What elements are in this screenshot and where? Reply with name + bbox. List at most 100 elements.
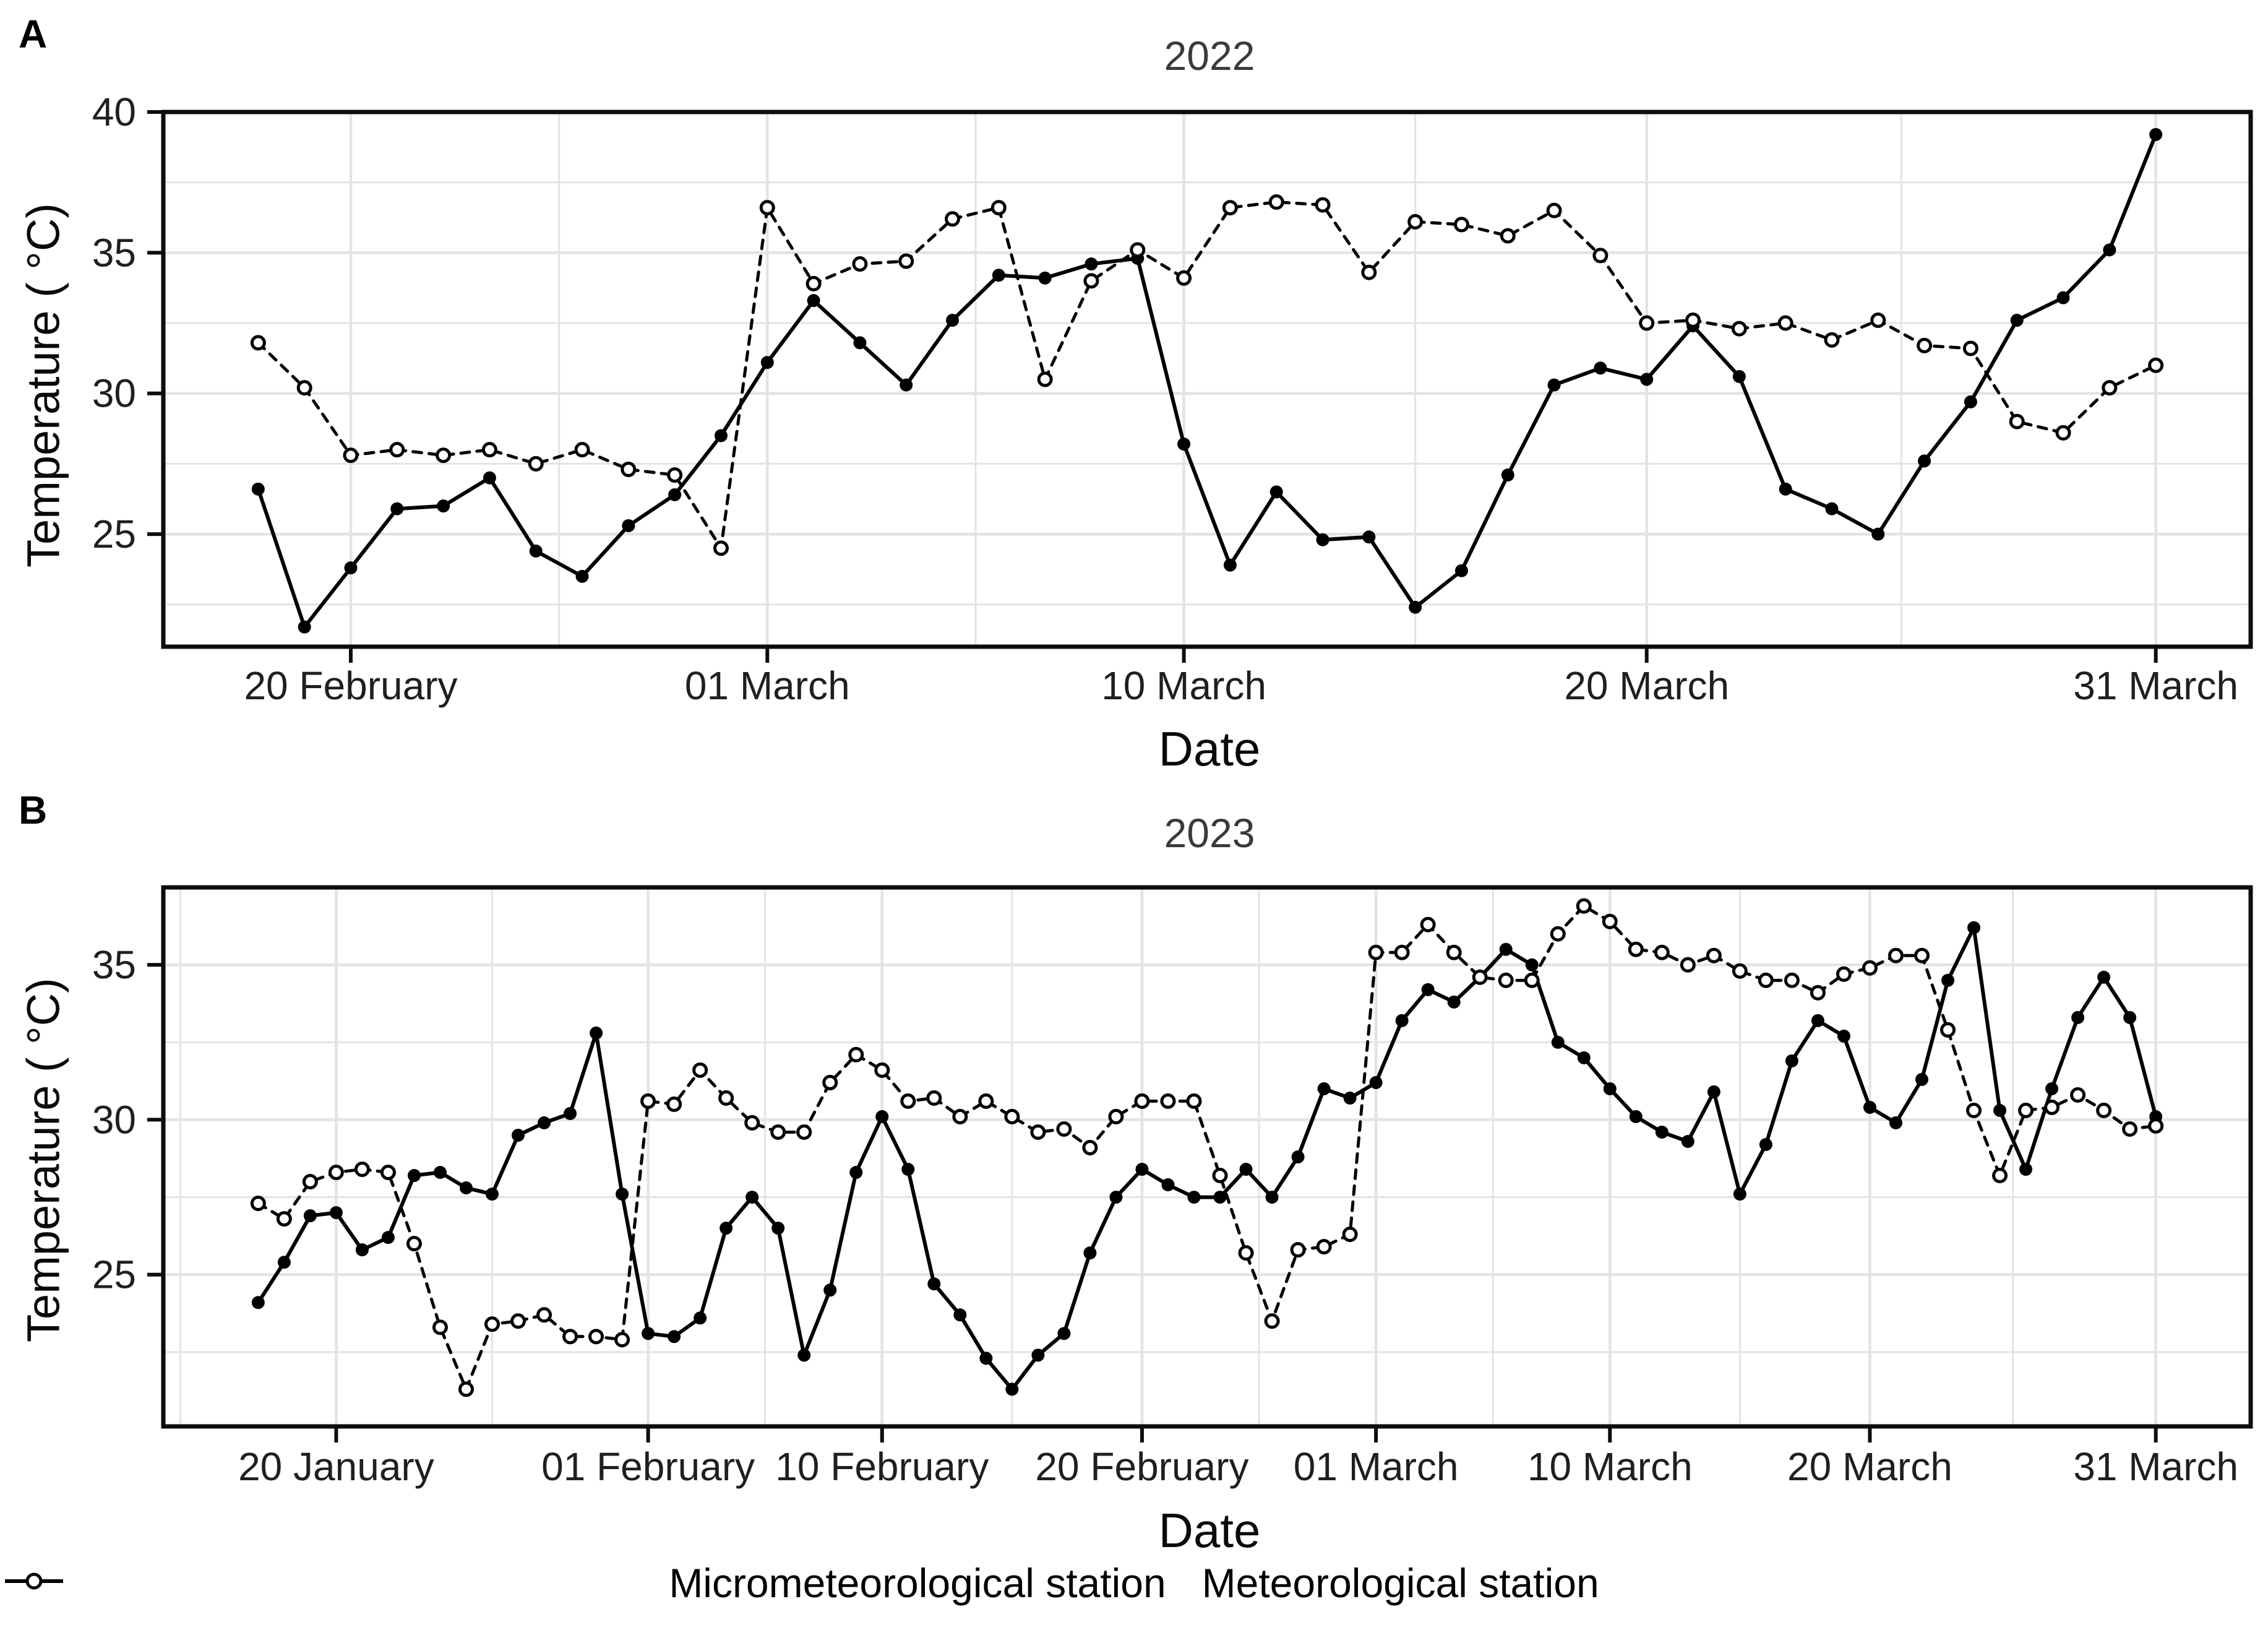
panel-b-frame bbox=[161, 885, 2253, 1429]
panel-b-data-point-micrometeorological bbox=[433, 1166, 447, 1179]
panel-a-data-point-meteorological bbox=[759, 200, 775, 216]
panel-b-data-point-meteorological bbox=[2070, 1087, 2086, 1103]
panel-a-data-point-micrometeorological bbox=[344, 561, 358, 575]
panel-b-data-point-micrometeorological bbox=[303, 1209, 317, 1223]
panel-a-data-point-micrometeorological bbox=[298, 620, 311, 634]
panel-b-data-point-micrometeorological bbox=[1135, 1163, 1149, 1176]
panel-b-data-point-meteorological bbox=[1784, 972, 1800, 988]
panel-a-data-point-micrometeorological bbox=[853, 336, 867, 350]
panel-b-data-point-micrometeorological bbox=[512, 1128, 525, 1142]
panel-b-data-point-meteorological bbox=[1992, 1168, 2008, 1184]
panel-b-x-tick-label: 01 February bbox=[541, 1444, 755, 1489]
panel-b-data-point-meteorological bbox=[952, 1108, 968, 1124]
panel-b-data-point-micrometeorological bbox=[1889, 1116, 1902, 1129]
panel-b-data-point-meteorological bbox=[1862, 960, 1878, 976]
panel-a-data-point-micrometeorological bbox=[900, 378, 913, 392]
panel-a-data-point-meteorological bbox=[574, 442, 590, 458]
panel-b-data-point-micrometeorological bbox=[1291, 1150, 1305, 1163]
panel-b-data-point-micrometeorological bbox=[1629, 1110, 1643, 1123]
panel-a-data-point-micrometeorological bbox=[807, 294, 820, 308]
panel-b-data-point-micrometeorological bbox=[564, 1106, 577, 1120]
panel-b-data-point-meteorological bbox=[1342, 1227, 1358, 1243]
panel-b-data-point-micrometeorological bbox=[1499, 942, 1513, 956]
panel-a-data-point-micrometeorological bbox=[1594, 361, 1607, 375]
panel-a-data-point-micrometeorological bbox=[992, 269, 1005, 282]
panel-a-data-point-meteorological bbox=[667, 467, 683, 483]
panel-a-data-point-micrometeorological bbox=[2056, 291, 2070, 304]
panel-a-data-point-meteorological bbox=[1777, 315, 1793, 331]
panel-a-data-point-micrometeorological bbox=[437, 499, 450, 513]
panel-b-data-point-micrometeorological bbox=[1109, 1191, 1123, 1204]
panel-b-data-point-micrometeorological bbox=[1967, 921, 1981, 934]
panel-a-data-point-micrometeorological bbox=[1732, 369, 1746, 383]
panel-a-x-tick-label: 20 February bbox=[244, 663, 457, 708]
panel-b-data-point-micrometeorological bbox=[2019, 1163, 2033, 1176]
panel-b-data-point-micrometeorological bbox=[1603, 1082, 1617, 1095]
panel-a-data-point-micrometeorological bbox=[714, 429, 728, 442]
panel-a-data-point-micrometeorological bbox=[2149, 127, 2163, 141]
panel-a-frame bbox=[161, 110, 2253, 649]
panel-b-data-point-meteorological bbox=[1810, 985, 1826, 1001]
panel-b-data-point-meteorological bbox=[640, 1093, 656, 1109]
panel-a-data-point-meteorological bbox=[2055, 425, 2071, 441]
panel-b-data-point-micrometeorological bbox=[1941, 973, 1954, 987]
panel-a-data-point-micrometeorological bbox=[760, 356, 774, 369]
panel-b-data-point-micrometeorological bbox=[694, 1311, 707, 1325]
panel-b-data-point-micrometeorological bbox=[1005, 1382, 1019, 1396]
panel-b-data-point-micrometeorological bbox=[797, 1348, 811, 1362]
panel-a-series-line-meteorological bbox=[256, 201, 2158, 550]
panel-b-data-point-micrometeorological bbox=[1421, 983, 1435, 996]
legend: Micrometeorological station Meteorologic… bbox=[0, 1559, 2268, 1606]
panel-b-data-point-micrometeorological bbox=[1993, 1103, 2007, 1117]
panel-b-data-point-meteorological bbox=[380, 1165, 396, 1181]
panel-b-data-point-meteorological bbox=[1082, 1139, 1098, 1155]
panel-a-y-tick-label: 25 bbox=[92, 512, 136, 556]
panel-a-data-point-meteorological bbox=[1361, 264, 1377, 280]
panel-b-data-point-micrometeorological bbox=[1057, 1327, 1071, 1340]
panel-a-data-point-meteorological bbox=[1130, 242, 1146, 258]
panel-a-data-point-micrometeorological bbox=[390, 502, 404, 515]
panel-a-data-point-micrometeorological bbox=[946, 314, 960, 327]
panel-a-data-point-micrometeorological bbox=[2103, 243, 2116, 257]
panel-b-data-point-meteorological bbox=[1264, 1313, 1280, 1329]
panel-b-data-point-micrometeorological bbox=[616, 1188, 629, 1201]
panel-b-data-point-meteorological bbox=[1939, 1022, 1956, 1038]
panel-b-data-point-meteorological bbox=[1680, 957, 1696, 973]
panel-b-data-point-meteorological bbox=[1420, 916, 1436, 933]
panel-b-data-point-micrometeorological bbox=[1031, 1348, 1045, 1362]
panel-a-data-point-micrometeorological bbox=[1038, 271, 1052, 285]
panel-b-data-point-micrometeorological bbox=[1187, 1191, 1201, 1204]
panel-a-data-point-meteorological bbox=[1500, 228, 1516, 244]
panel-a-data-point-micrometeorological bbox=[1085, 257, 1098, 271]
panel-a-data-point-meteorological bbox=[436, 447, 452, 464]
panel-b-data-point-meteorological bbox=[1654, 944, 1670, 960]
panel-b-data-point-micrometeorological bbox=[538, 1116, 551, 1129]
panel-b-data-point-meteorological bbox=[1966, 1102, 1982, 1118]
panel-b-data-point-meteorological bbox=[1056, 1121, 1072, 1137]
panel-a-data-point-meteorological bbox=[898, 253, 914, 269]
panel-b-data-point-meteorological bbox=[1524, 972, 1540, 988]
panel-b-data-point-meteorological bbox=[1914, 947, 1930, 964]
panel-a-data-point-micrometeorological bbox=[1454, 564, 1468, 577]
dashed-line-open-circle-icon bbox=[5, 1572, 63, 1590]
panel-a-data-point-meteorological bbox=[1870, 313, 1886, 329]
panel-b-data-point-micrometeorological bbox=[251, 1296, 265, 1309]
panel-b-data-point-meteorological bbox=[614, 1332, 630, 1348]
panel-a-data-point-meteorological bbox=[1592, 248, 1609, 264]
panel-b-x-tick-label: 20 February bbox=[1035, 1444, 1248, 1489]
panel-b-data-point-micrometeorological bbox=[2045, 1082, 2059, 1095]
panel-b-data-point-meteorological bbox=[1030, 1124, 1046, 1140]
panel-a-data-point-micrometeorological bbox=[483, 471, 496, 485]
panel-a-data-point-meteorological bbox=[621, 462, 637, 478]
panel-b-data-point-micrometeorological bbox=[927, 1277, 941, 1291]
panel-a-data-point-meteorological bbox=[296, 380, 312, 396]
panel-a-data-point-meteorological bbox=[1037, 371, 1053, 387]
panel-b-data-point-meteorological bbox=[1836, 966, 1852, 982]
panel-a-x-tick-label: 20 March bbox=[1564, 663, 1729, 708]
panel-b-data-point-micrometeorological bbox=[1655, 1125, 1669, 1139]
panel-b-x-tick-label: 01 March bbox=[1294, 1444, 1459, 1489]
panel-b-data-point-micrometeorological bbox=[486, 1188, 499, 1201]
panel-b-data-point-meteorological bbox=[1238, 1245, 1254, 1261]
panel-b-data-point-meteorological bbox=[692, 1062, 708, 1078]
legend-item-micrometeorological: Micrometeorological station bbox=[5, 1559, 1166, 1606]
